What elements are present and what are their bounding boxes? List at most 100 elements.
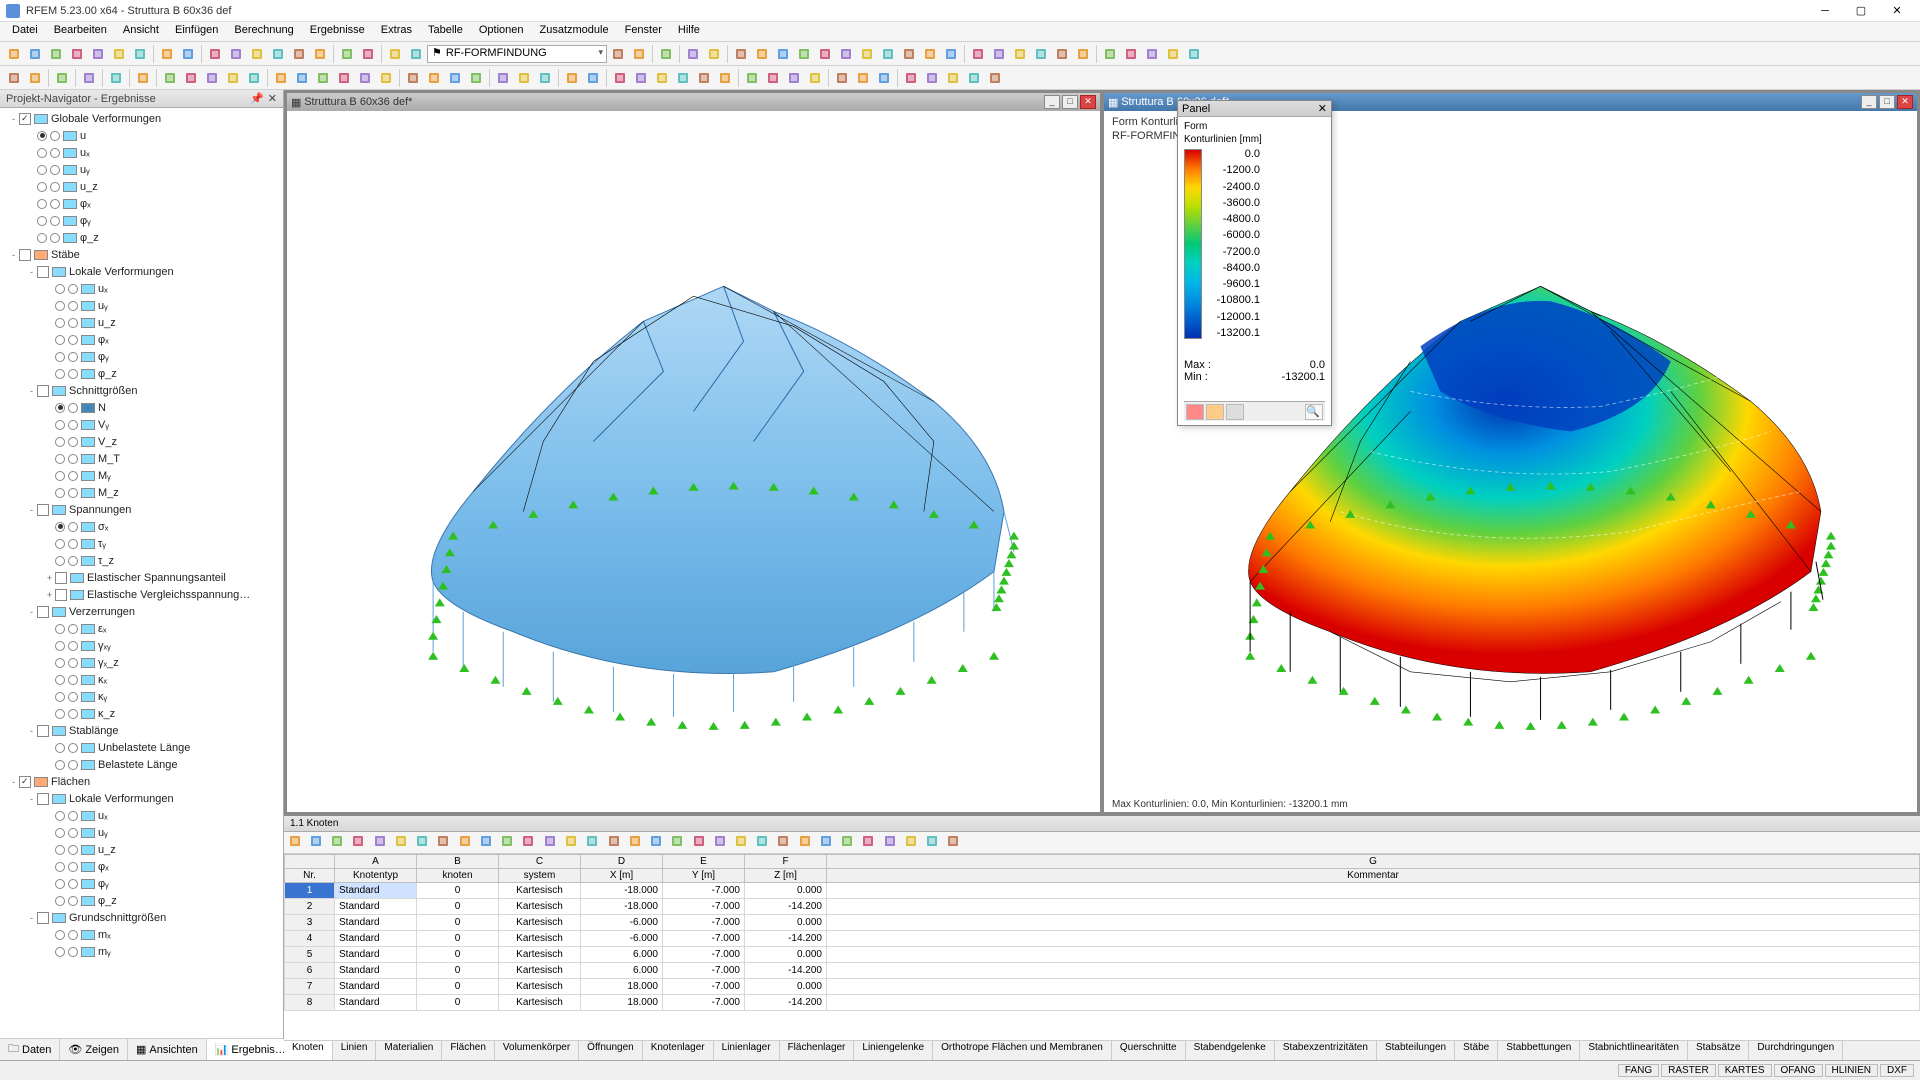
tbl15-icon[interactable] xyxy=(607,834,627,852)
tree-item[interactable]: -Grundschnittgrößen xyxy=(0,909,283,926)
tree-item[interactable]: φᵧ xyxy=(0,212,283,229)
table-tab-18[interactable]: Stabsätze xyxy=(1688,1041,1749,1060)
tbl4-icon[interactable] xyxy=(373,834,393,852)
panel-tab2-icon[interactable] xyxy=(1206,404,1224,420)
tree-item[interactable]: φₓ xyxy=(0,858,283,875)
menu-einfügen[interactable]: Einfügen xyxy=(167,22,226,41)
table-tab-12[interactable]: Stabendgelenke xyxy=(1186,1041,1275,1060)
table-row[interactable]: 4Standard0Kartesisch-6.000-7.000-14.200 xyxy=(285,931,1920,947)
p-icon[interactable] xyxy=(1052,44,1072,64)
ii-icon[interactable] xyxy=(922,68,942,88)
zoom-prev-icon[interactable] xyxy=(289,44,309,64)
table-row[interactable]: 6Standard0Kartesisch6.000-7.000-14.200 xyxy=(285,963,1920,979)
zoom-fit-icon[interactable] xyxy=(268,44,288,64)
tbl31-icon[interactable] xyxy=(946,834,966,852)
save-as-icon[interactable] xyxy=(88,44,108,64)
x-icon[interactable] xyxy=(673,68,693,88)
tree-item[interactable]: φ_z xyxy=(0,365,283,382)
tree-item[interactable]: φᵧ xyxy=(0,875,283,892)
g-icon[interactable] xyxy=(292,68,312,88)
table-tab-4[interactable]: Volumenkörper xyxy=(495,1041,579,1060)
jj-icon[interactable] xyxy=(943,68,963,88)
menu-ergebnisse[interactable]: Ergebnisse xyxy=(302,22,373,41)
tbl2-icon[interactable] xyxy=(330,834,350,852)
tree-item[interactable]: +Elastische Vergleichsspannung… xyxy=(0,586,283,603)
tree-item[interactable]: τ_z xyxy=(0,552,283,569)
table-tab-14[interactable]: Stabteilungen xyxy=(1377,1041,1455,1060)
m-icon[interactable] xyxy=(424,68,444,88)
cc-icon[interactable] xyxy=(784,68,804,88)
tbl16-icon[interactable] xyxy=(628,834,648,852)
tbl29-icon[interactable] xyxy=(904,834,924,852)
l-icon[interactable] xyxy=(403,68,423,88)
j-icon[interactable] xyxy=(920,44,940,64)
table-tab-1[interactable]: Linien xyxy=(333,1041,377,1060)
n-icon[interactable] xyxy=(445,68,465,88)
ll-icon[interactable] xyxy=(985,68,1005,88)
tbl7-icon[interactable] xyxy=(436,834,456,852)
status-ofang[interactable]: OFANG xyxy=(1774,1064,1823,1077)
m-icon[interactable] xyxy=(989,44,1009,64)
tree-item[interactable]: εₓ xyxy=(0,620,283,637)
view-close-button[interactable]: ✕ xyxy=(1080,95,1096,109)
member-icon[interactable] xyxy=(52,68,72,88)
tree-item[interactable]: uₓ xyxy=(0,280,283,297)
e-icon[interactable] xyxy=(815,44,835,64)
opening-icon[interactable] xyxy=(106,68,126,88)
status-fang[interactable]: FANG xyxy=(1618,1064,1659,1077)
tree-item[interactable]: V_z xyxy=(0,433,283,450)
c-icon[interactable] xyxy=(202,68,222,88)
tbl26-icon[interactable] xyxy=(840,834,860,852)
tbl18-icon[interactable] xyxy=(670,834,690,852)
panel-tab3-icon[interactable] xyxy=(1226,404,1244,420)
tree-item[interactable]: mₓ xyxy=(0,926,283,943)
table-tab-6[interactable]: Knotenlager xyxy=(643,1041,714,1060)
tree-item[interactable]: -Lokale Verformungen xyxy=(0,790,283,807)
v-icon[interactable] xyxy=(1184,44,1204,64)
menu-berechnung[interactable]: Berechnung xyxy=(226,22,301,41)
table-grid[interactable]: ABCDEFG Nr.KnotentypknotensystemX [m]Y [… xyxy=(284,854,1920,1040)
t-icon[interactable] xyxy=(1142,44,1162,64)
ee-icon[interactable] xyxy=(832,68,852,88)
nav-tab-0[interactable]: 🗀Daten xyxy=(0,1039,60,1060)
menu-tabelle[interactable]: Tabelle xyxy=(420,22,471,41)
tree-item[interactable]: κ_z xyxy=(0,705,283,722)
tbl19-icon[interactable] xyxy=(692,834,712,852)
tbl20-icon[interactable] xyxy=(713,834,733,852)
nav-tab-1[interactable]: 👁Zeigen xyxy=(60,1039,128,1060)
w-icon[interactable] xyxy=(652,68,672,88)
menu-extras[interactable]: Extras xyxy=(373,22,420,41)
tree-item[interactable]: uᵧ xyxy=(0,297,283,314)
save-icon[interactable] xyxy=(67,44,87,64)
nav-tab-3[interactable]: 📊Ergebnis… xyxy=(207,1039,295,1060)
table-tab-8[interactable]: Flächenlager xyxy=(780,1041,855,1060)
menu-zusatzmodule[interactable]: Zusatzmodule xyxy=(532,22,617,41)
next-icon[interactable] xyxy=(629,44,649,64)
r-icon[interactable] xyxy=(535,68,555,88)
undo-icon[interactable] xyxy=(157,44,177,64)
ff-icon[interactable] xyxy=(853,68,873,88)
v-icon[interactable] xyxy=(631,68,651,88)
tree-item[interactable]: mᵧ xyxy=(0,943,283,960)
tree-item[interactable]: M_z xyxy=(0,484,283,501)
iso-icon[interactable] xyxy=(385,44,405,64)
tbl5-icon[interactable] xyxy=(394,834,414,852)
tree-item[interactable]: Mᵧ xyxy=(0,467,283,484)
f-icon[interactable] xyxy=(271,68,291,88)
tree-item[interactable]: γₓᵧ xyxy=(0,637,283,654)
status-raster[interactable]: RASTER xyxy=(1661,1064,1716,1077)
calc-icon[interactable] xyxy=(656,44,676,64)
tbl23-icon[interactable] xyxy=(776,834,796,852)
line-icon[interactable] xyxy=(25,68,45,88)
u-icon[interactable] xyxy=(610,68,630,88)
table-tab-0[interactable]: Knoten xyxy=(284,1041,333,1060)
tbl27-icon[interactable] xyxy=(861,834,881,852)
tbl21-icon[interactable] xyxy=(734,834,754,852)
tree-item[interactable]: κₓ xyxy=(0,671,283,688)
j-icon[interactable] xyxy=(355,68,375,88)
tbl1-icon[interactable] xyxy=(309,834,329,852)
tree-item[interactable]: u_z xyxy=(0,841,283,858)
pin-icon[interactable]: 📌 xyxy=(250,92,264,105)
table-tab-3[interactable]: Flächen xyxy=(442,1041,495,1060)
menu-datei[interactable]: Datei xyxy=(4,22,46,41)
